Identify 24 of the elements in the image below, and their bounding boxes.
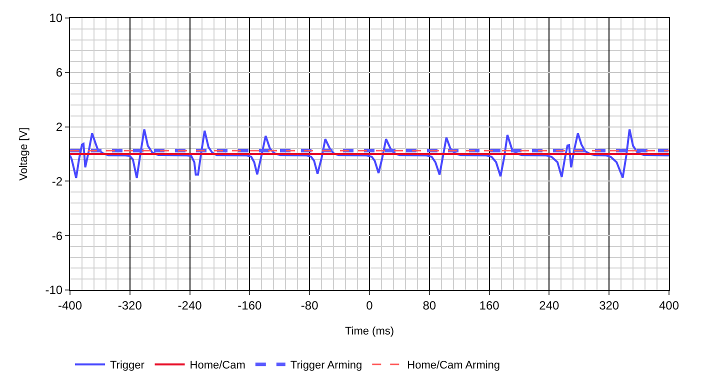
x-tick-label: -320 (118, 298, 142, 312)
x-tick-label: 0 (366, 298, 374, 312)
x-tick-label: 240 (539, 298, 560, 312)
legend-label: Home/Cam (190, 360, 246, 372)
y-tick-label: -10 (45, 283, 63, 298)
x-tick-label: -160 (238, 298, 262, 312)
y-tick-label: -2 (52, 174, 63, 188)
x-tick-label: -400 (58, 298, 82, 312)
y-axis-title: Voltage [V] (18, 127, 30, 181)
x-tick-label: 320 (599, 298, 620, 312)
legend-label: Trigger (110, 360, 145, 372)
x-tick-label: -240 (178, 298, 202, 312)
legend-label: Trigger Arming (290, 360, 362, 372)
x-tick-label: -80 (300, 298, 319, 312)
line-series (70, 128, 669, 179)
y-tick-label: 2 (56, 120, 63, 134)
y-tick-label: 10 (49, 11, 63, 26)
x-tick-label: 80 (422, 298, 436, 312)
y-tick-label: -6 (52, 228, 63, 243)
legend-label: Home/Cam Arming (407, 360, 500, 372)
x-tick-label: 400 (658, 298, 680, 312)
x-tick-label: 160 (479, 298, 500, 312)
x-axis-title: Time (ms) (344, 326, 394, 338)
y-tick-label: 6 (56, 66, 63, 80)
